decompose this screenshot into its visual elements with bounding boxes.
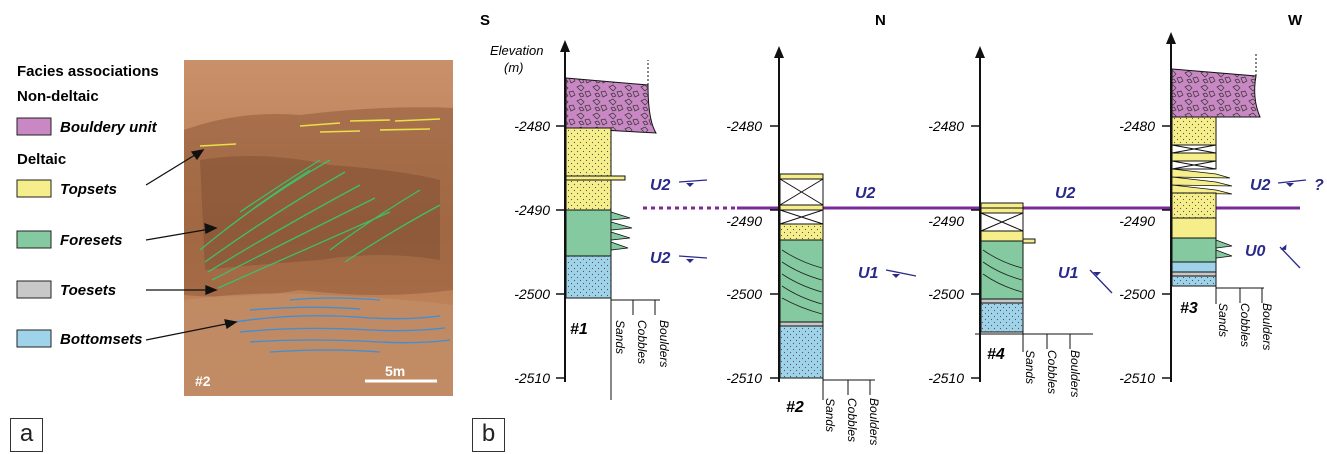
photo-scale-label: 5m — [385, 363, 405, 379]
legend-swatch-foresets — [16, 230, 52, 249]
column-1-grain-sands: Sands — [613, 320, 627, 354]
column-3-grain-boulders: Boulders — [1260, 303, 1274, 350]
column-1-unit-bottom: U2 — [650, 250, 671, 267]
legend-label-bottomsets: Bottomsets — [60, 331, 143, 348]
column-4-unit-bottom: U1 — [1058, 265, 1079, 282]
column-3-tick-2500: -2500 — [1119, 286, 1155, 302]
column-4: -2480 -2490 -2500 -2510 #4 Sands Cobbles… — [928, 46, 1113, 397]
column-2-grain-cobbles: Cobbles — [845, 398, 859, 442]
column-4-grain-boulders: Boulders — [1068, 350, 1082, 397]
column-1-grain-cobbles: Cobbles — [635, 320, 649, 364]
direction-label-middle: N — [875, 12, 886, 29]
column-2-tick-2500: -2500 — [726, 286, 762, 302]
legend-swatch-bouldery — [16, 117, 52, 136]
column-1-unit-top: U2 — [650, 177, 671, 194]
legend-title: Facies associations — [17, 63, 159, 80]
column-2-id: #2 — [786, 399, 804, 416]
outcrop-photo: #2 5m — [184, 60, 453, 396]
legend-leader-arrows — [145, 149, 238, 341]
column-2-tick-2490: -2490 — [726, 213, 762, 229]
column-1: Elevation (m) -2480 -2490 -2500 -2510 #1… — [490, 40, 708, 400]
direction-label-left: S — [480, 12, 490, 29]
column-2-tick-2510: -2510 — [726, 370, 762, 386]
column-4-grain-cobbles: Cobbles — [1045, 350, 1059, 394]
column-2-grain-sands: Sands — [823, 398, 837, 432]
legend-swatch-topsets — [16, 179, 52, 198]
legend-deltaic-header: Deltaic — [17, 151, 66, 168]
column-2-tick-2480: -2480 — [726, 118, 762, 134]
column-4-tick-2500: -2500 — [928, 286, 964, 302]
column-3-id: #3 — [1180, 300, 1198, 317]
column-4-tick-2510: -2510 — [928, 370, 964, 386]
column-4-grain-sands: Sands — [1023, 350, 1037, 384]
photo-bottomsets-traces — [234, 297, 451, 353]
column-3-unit-top: U2 — [1250, 177, 1271, 194]
column-4-unit-top: U2 — [1055, 185, 1076, 202]
column-1-id: #1 — [570, 321, 588, 338]
column-4-tick-2480: -2480 — [928, 118, 964, 134]
column-1-grain-boulders: Boulders — [657, 320, 671, 367]
column-3: -2480 -2490 -2500 -2510 #3 — [1119, 32, 1324, 386]
column-2-unit-bottom: U1 — [858, 265, 879, 282]
legend-label-toesets: Toesets — [60, 282, 116, 299]
legend-swatch-toesets — [16, 280, 52, 299]
column-4-tick-2490: -2490 — [928, 213, 964, 229]
column-2: -2480 -2490 -2500 -2510 #2 Sands Cobbles… — [726, 46, 917, 445]
legend-nondeltaic-header: Non-deltaic — [17, 88, 99, 105]
column-3-unit-bottom: U0 — [1245, 243, 1266, 260]
column-1-tick-2480: -2480 — [514, 118, 550, 134]
column-3-unit-top-query: ? — [1314, 177, 1324, 194]
column-2-grain-boulders: Boulders — [867, 398, 881, 445]
photo-foresets-traces — [199, 159, 441, 289]
column-2-unit-top: U2 — [855, 185, 876, 202]
panel-label-b: b — [472, 418, 505, 452]
photo-topsets-traces — [199, 118, 441, 147]
direction-label-right: W — [1288, 12, 1303, 29]
column-3-tick-2490: -2490 — [1119, 213, 1155, 229]
legend-label-topsets: Topsets — [60, 181, 117, 198]
column-3-grain-cobbles: Cobbles — [1238, 303, 1252, 347]
column-1-tick-2500: -2500 — [514, 286, 550, 302]
column-3-tick-2480: -2480 — [1119, 118, 1155, 134]
legend-swatch-bottomsets — [16, 329, 52, 348]
legend-label-foresets: Foresets — [60, 232, 123, 249]
column-4-id: #4 — [987, 346, 1005, 363]
panel-label-a: a — [10, 418, 43, 452]
legend: Facies associations Non-deltaic Bouldery… — [16, 63, 159, 348]
legend-label-bouldery: Bouldery unit — [60, 119, 158, 136]
column-3-grain-sands: Sands — [1216, 303, 1230, 337]
axis-title: Elevation — [490, 43, 543, 58]
column-1-tick-2510: -2510 — [514, 370, 550, 386]
column-3-tick-2510: -2510 — [1119, 370, 1155, 386]
axis-unit: (m) — [504, 60, 524, 75]
photo-site-label: #2 — [195, 373, 211, 389]
column-1-tick-2490: -2490 — [514, 202, 550, 218]
